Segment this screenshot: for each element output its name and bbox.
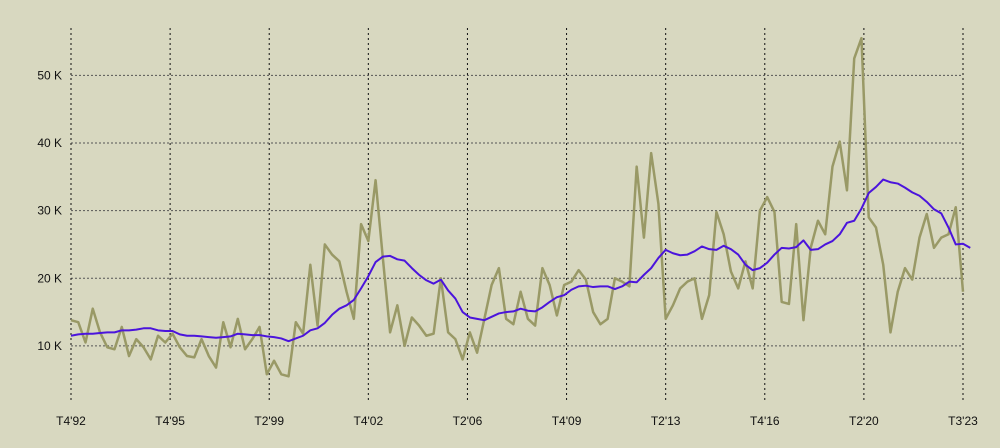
y-tick-label: 40 K <box>37 136 62 150</box>
x-tick-label: T4'92 <box>56 414 86 428</box>
y-tick-label: 20 K <box>37 271 62 285</box>
x-tick-label: T2'13 <box>651 414 681 428</box>
x-tick-label: T3'23 <box>948 414 978 428</box>
series-layer <box>70 36 971 378</box>
y-tick-label: 10 K <box>37 339 62 353</box>
x-tick-labels: T4'92 T4'95 T2'99 T4'02 T2'06 T4'09 T2'13 T4'16… <box>56 414 978 428</box>
x-tick-label: T2'06 <box>453 414 483 428</box>
series-line-2 <box>70 178 971 343</box>
x-tick-label: T4'09 <box>552 414 582 428</box>
y-tick-label: 30 K <box>37 204 62 218</box>
y-tick-label: 50 K <box>37 68 62 82</box>
x-tick-label: T2'99 <box>254 414 284 428</box>
x-tick-label: T2'20 <box>849 414 879 428</box>
x-tick-label: T4'16 <box>750 414 780 428</box>
x-tick-label: T4'95 <box>155 414 185 428</box>
series-line-1 <box>70 36 965 378</box>
y-tick-labels: 10 K 20 K 30 K 40 K 50 K <box>37 68 62 353</box>
x-tick-label: T4'02 <box>354 414 384 428</box>
